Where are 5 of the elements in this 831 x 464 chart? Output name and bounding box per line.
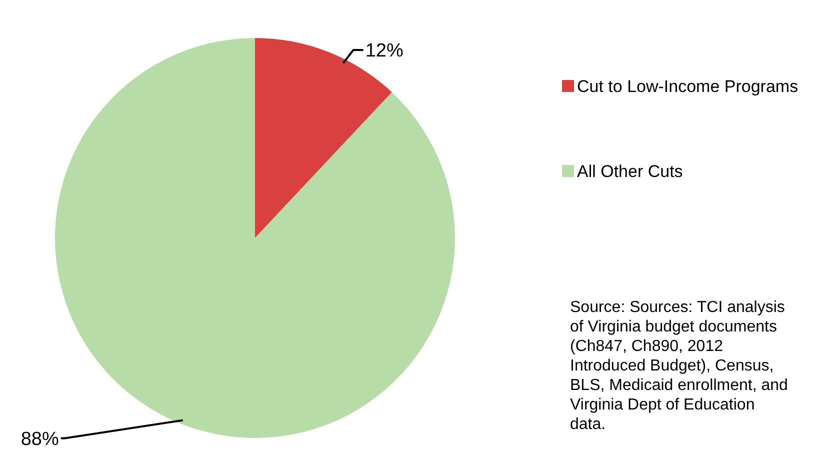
legend-label: All Other Cuts <box>577 162 683 181</box>
data-label: 88% <box>20 428 59 450</box>
data-label: 12% <box>365 40 404 62</box>
source-note: Source: Sources: TCI analysis of Virginia budget documents (Ch847, Ch890, 2012 Introduced Budget), Census, BLS, Medicaid enrollment, and Virginia Dept of Education data. <box>570 299 788 433</box>
legend-label: Cut to Low-Income Programs <box>577 76 798 96</box>
